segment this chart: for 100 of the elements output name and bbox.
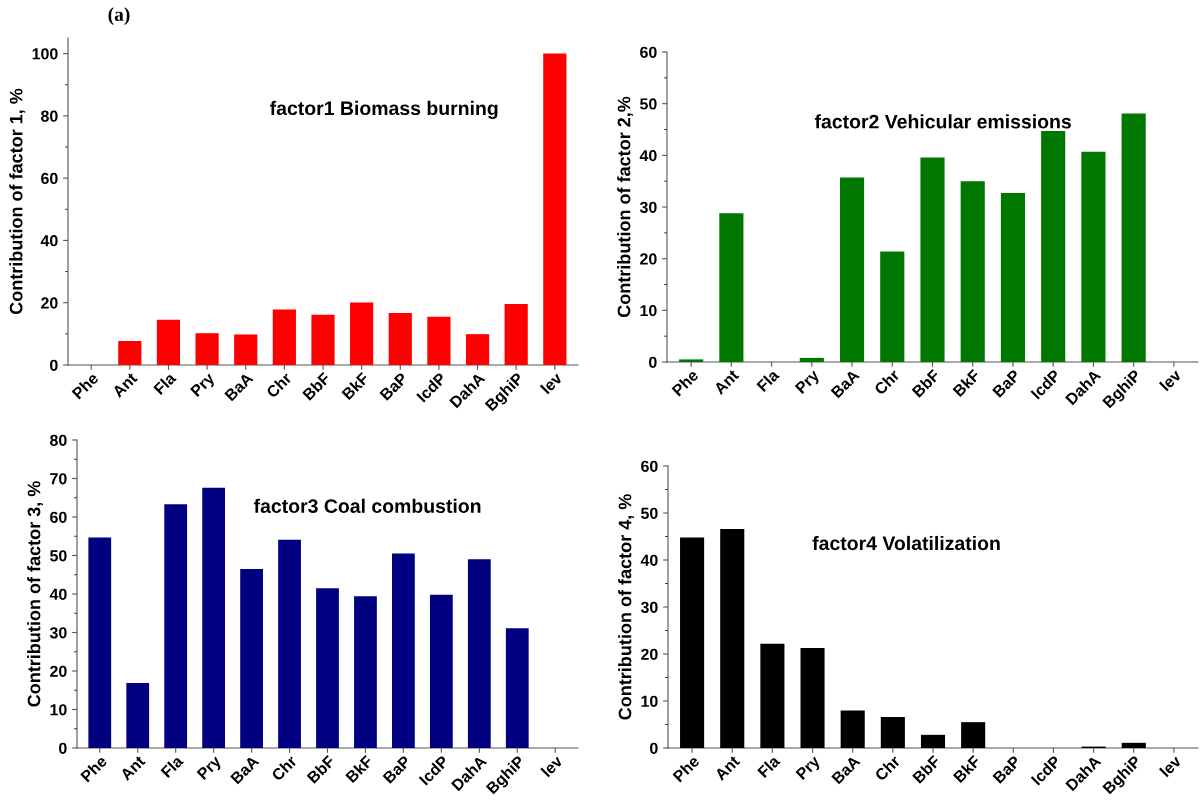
bar: [240, 568, 263, 748]
bar: [195, 333, 219, 365]
y-tick-label: 100: [32, 48, 58, 60]
bar: [920, 734, 946, 748]
y-tick-label: 0: [650, 742, 658, 754]
x-tick-label: Fla: [756, 754, 781, 779]
y-tick-label: 20: [41, 297, 58, 309]
x-tick-label: lev: [1158, 368, 1183, 392]
x-tick-label: Ant: [119, 754, 146, 782]
y-tick-label: 80: [50, 434, 67, 446]
x-tick-label: Fla: [756, 368, 780, 393]
x-tick-label: lev: [1159, 754, 1183, 778]
x-tick-label: BaA: [230, 754, 260, 785]
bar: [720, 528, 745, 748]
y-tick-label: 40: [639, 149, 657, 162]
bar: [961, 722, 986, 748]
y-tick-label: 20: [640, 253, 657, 265]
text: factor3 Coal combustion: [253, 498, 481, 514]
y-tick-label: 40: [640, 554, 658, 566]
x-tick-label: lev: [540, 754, 564, 778]
y-tick-label: 0: [50, 359, 58, 371]
bar: [960, 181, 985, 362]
bar: [505, 628, 529, 748]
y-tick-label: 60: [640, 46, 657, 58]
bar: [799, 357, 824, 362]
bar: [392, 553, 415, 748]
y-axis-title: Contribution of factor 3, %: [27, 481, 44, 707]
bar: [118, 341, 142, 365]
bar: [311, 314, 335, 365]
y-tick-label: 10: [641, 695, 658, 707]
y-tick-label: 20: [641, 648, 658, 660]
bar: [156, 319, 181, 365]
bar: [719, 213, 744, 362]
y-tick-label: 50: [641, 507, 658, 519]
bar: [88, 537, 112, 748]
y-tick-label: 0: [59, 742, 67, 754]
bar: [1121, 113, 1146, 362]
text: factor4 Volatilization: [812, 535, 1000, 551]
y-tick-label: 0: [649, 356, 657, 368]
x-tick-label: Chr: [873, 754, 901, 782]
y-axis-title: Contribution of factor 1, %: [9, 88, 26, 315]
bar: [760, 643, 785, 748]
bar: [504, 303, 528, 365]
bar: [354, 596, 377, 748]
bar: [272, 309, 296, 365]
x-tick-label: Chr: [873, 368, 901, 396]
bar: [679, 359, 704, 362]
y-axis-title: Contribution of factor 2,%: [617, 96, 634, 318]
bar: [465, 334, 490, 365]
bar: [880, 716, 905, 748]
x-tick-label: Pry: [196, 754, 225, 783]
x-tick-label: Chr: [265, 371, 293, 399]
y-tick-label: 30: [640, 601, 658, 613]
y-tick-label: 20: [50, 665, 67, 677]
x-tick-label: BaA: [830, 368, 861, 399]
x-tick-label: Phe: [71, 371, 100, 400]
bar: [839, 177, 865, 362]
x-tick-label: Ant: [713, 368, 740, 396]
bar: [202, 487, 226, 748]
x-tick-label: Chr: [270, 754, 298, 782]
y-tick-label: 70: [50, 473, 67, 485]
x-tick-label: BaA: [831, 754, 861, 785]
bar: [1000, 193, 1026, 362]
bar: [427, 316, 451, 365]
x-tick-label: Phe: [671, 368, 700, 397]
bar: [1121, 742, 1146, 748]
x-tick-label: Fla: [152, 371, 177, 396]
text: factor1 Biomass burning: [270, 100, 498, 120]
bar: [467, 559, 491, 748]
x-tick-label: Pry: [795, 754, 824, 783]
bar: [543, 53, 567, 365]
y-tick-label: 60: [50, 511, 67, 523]
bar: [278, 539, 301, 748]
y-tick-label: 80: [41, 110, 58, 122]
bar: [920, 157, 945, 362]
text: (a): [108, 7, 130, 25]
x-tick-label: Ant: [111, 371, 138, 399]
x-tick-label: lev: [539, 371, 564, 395]
x-tick-label: Pry: [190, 371, 218, 400]
bar: [680, 537, 705, 748]
bar: [1041, 131, 1066, 362]
y-tick-label: 60: [641, 460, 658, 472]
y-tick-label: 30: [639, 201, 657, 213]
bar: [234, 334, 258, 365]
bar: [126, 682, 150, 748]
bar: [316, 588, 339, 748]
x-tick-label: Fla: [160, 754, 185, 779]
y-tick-label: 10: [50, 704, 67, 716]
y-tick-label: 50: [50, 550, 67, 562]
y-tick-label: 40: [49, 588, 67, 600]
y-axis-title: Contribution of factor 4, %: [618, 494, 635, 720]
bar: [880, 251, 905, 362]
y-tick-label: 30: [49, 627, 67, 639]
bar: [800, 647, 825, 748]
bar: [840, 710, 865, 748]
x-tick-label: Pry: [794, 368, 823, 397]
text: factor2 Vehicular emissions: [814, 114, 1071, 129]
bar: [388, 312, 412, 365]
bar: [1081, 151, 1106, 362]
x-tick-label: BaA: [224, 371, 254, 402]
